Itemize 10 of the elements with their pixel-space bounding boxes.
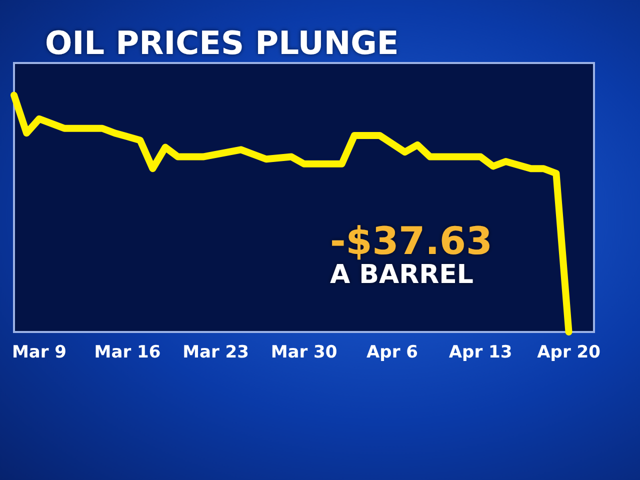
x-tick-label: Apr 20 [537, 342, 601, 362]
x-tick-label: Apr 13 [448, 342, 512, 362]
annotation: A BARREL [330, 260, 474, 290]
x-tick-label: Mar 16 [94, 342, 161, 362]
x-tick-label: Mar 9 [12, 342, 66, 362]
x-tick-label: Mar 30 [270, 342, 338, 362]
chart-title: OIL PRICES PLUNGE [45, 24, 399, 62]
x-tick-label: Mar 23 [182, 342, 249, 362]
annotation: -$37.63 [330, 219, 492, 263]
x-tick-label: Apr 6 [366, 342, 418, 362]
